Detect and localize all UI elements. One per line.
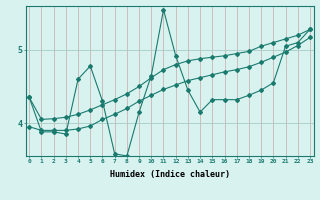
X-axis label: Humidex (Indice chaleur): Humidex (Indice chaleur) <box>109 170 230 179</box>
